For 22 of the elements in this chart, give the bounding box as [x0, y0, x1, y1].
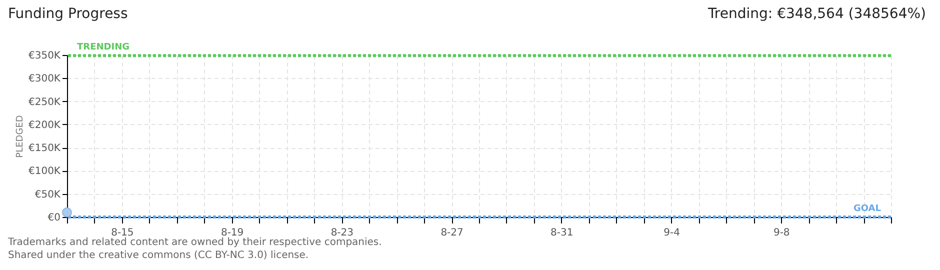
ref-line-label: TRENDING [77, 42, 130, 53]
y-tick-label: €150K [28, 143, 61, 154]
chart-subtitle: Trending: €348,564 (348564%) [708, 6, 926, 22]
x-tick-label: 8-15 [111, 228, 134, 238]
text: Shared under the creative commons (CC BY-NC 3.0) license. [8, 249, 310, 262]
x-tick-label: 8-31 [550, 228, 574, 238]
y-tick-label: €50K [34, 189, 61, 200]
x-tick-label: 8-19 [220, 228, 244, 238]
y-tick-label: €350K [28, 50, 61, 62]
chart-title: Funding Progress [8, 6, 128, 22]
y-tick-label: €200K [28, 120, 61, 131]
y-tick-label: €300K [28, 74, 61, 85]
y-axis-title: PLEDGED [15, 115, 26, 158]
y-tick-label: €0 [48, 212, 60, 224]
ref-line-label: GOAL [854, 204, 882, 214]
x-tick-label: 8-27 [440, 228, 464, 238]
text: Trademarks and related content are owned by their respective companies. [8, 236, 382, 249]
y-tick-label: €100K [28, 166, 61, 178]
y-tick-label: €250K [28, 96, 61, 108]
x-tick-label: 9-8 [773, 228, 790, 238]
x-tick-label: 9-4 [664, 228, 680, 238]
x-tick-label: 8-23 [330, 228, 354, 238]
